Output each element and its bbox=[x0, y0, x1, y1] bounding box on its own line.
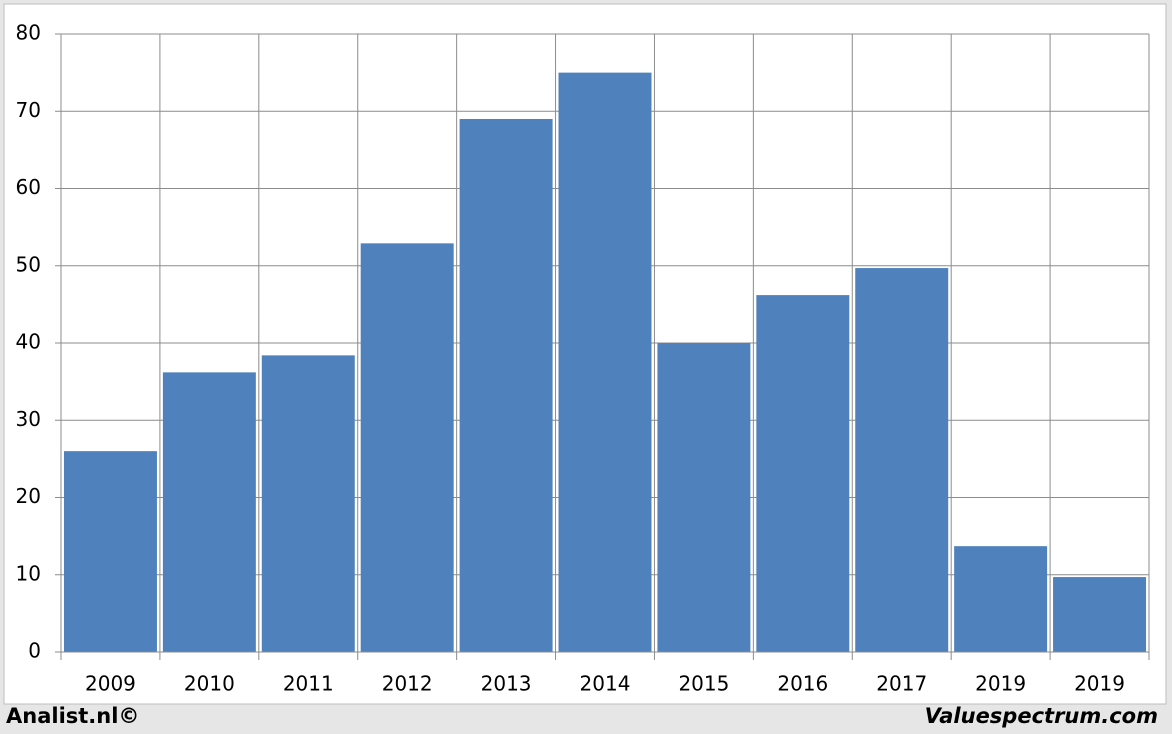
x-tick-label: 2011 bbox=[283, 672, 334, 696]
bar bbox=[954, 546, 1048, 652]
y-tick-label: 70 bbox=[16, 98, 41, 122]
bar bbox=[657, 343, 751, 652]
bar bbox=[261, 355, 355, 652]
y-tick-label: 30 bbox=[16, 407, 41, 431]
bar bbox=[756, 295, 850, 652]
x-tick-label: 2013 bbox=[481, 672, 532, 696]
y-tick-label: 0 bbox=[28, 639, 41, 663]
y-tick-label: 50 bbox=[16, 252, 41, 276]
x-tick-label: 2016 bbox=[777, 672, 828, 696]
bar bbox=[162, 372, 256, 652]
x-tick-label: 2014 bbox=[580, 672, 631, 696]
x-tick-label: 2010 bbox=[184, 672, 235, 696]
footer-left: Analist.nl© bbox=[6, 704, 139, 728]
bar bbox=[63, 451, 157, 652]
x-tick-label: 2017 bbox=[876, 672, 927, 696]
y-tick-label: 40 bbox=[16, 330, 41, 354]
y-tick-label: 10 bbox=[16, 561, 41, 585]
x-tick-label: 2009 bbox=[85, 672, 136, 696]
y-tick-label: 60 bbox=[16, 175, 41, 199]
bar bbox=[459, 118, 553, 653]
footer-right: Valuespectrum.com bbox=[925, 704, 1158, 728]
bar bbox=[855, 268, 949, 652]
x-tick-label: 2015 bbox=[678, 672, 729, 696]
x-tick-label: 2019 bbox=[1074, 672, 1125, 696]
x-tick-label: 2019 bbox=[975, 672, 1026, 696]
y-tick-label: 80 bbox=[16, 21, 41, 45]
bar bbox=[1053, 577, 1147, 652]
bar bbox=[360, 243, 454, 652]
x-tick-label: 2012 bbox=[382, 672, 433, 696]
bar bbox=[558, 72, 652, 652]
y-tick-label: 20 bbox=[16, 484, 41, 508]
